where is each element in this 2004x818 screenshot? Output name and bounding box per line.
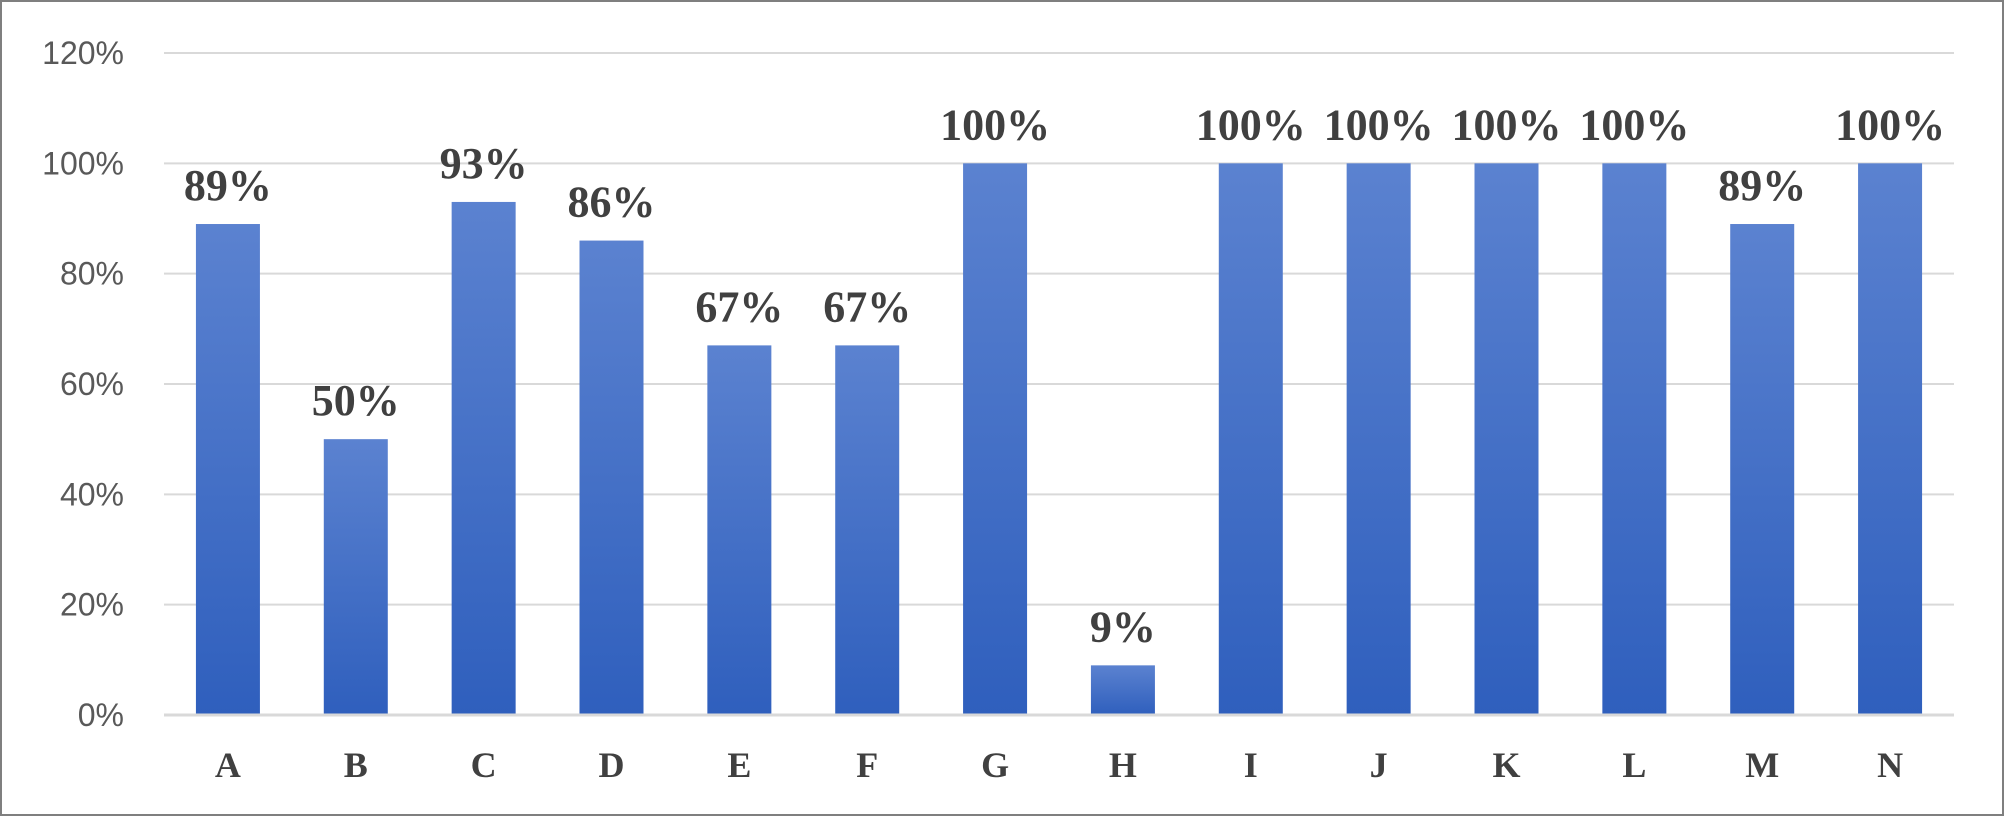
x-category-label-b: B	[344, 745, 368, 785]
x-category-label-k: K	[1492, 745, 1520, 785]
bar-n	[1858, 163, 1923, 716]
y-tick-label: 0%	[78, 697, 124, 733]
bar-i	[1218, 163, 1283, 716]
x-category-label-d: D	[599, 745, 625, 785]
bar-e	[707, 345, 772, 715]
data-label-f: 67%	[823, 282, 911, 331]
data-labels: 89% 50% 93% 86% 67% 67% 100% 9% 100% 100% 100% 100%…	[184, 100, 1945, 651]
x-category-label-n: N	[1877, 745, 1903, 785]
data-label-n: 100%	[1835, 100, 1945, 149]
data-label-b: 50%	[312, 376, 400, 425]
x-category-label-a: A	[215, 745, 241, 785]
bar-b	[323, 439, 388, 715]
bar-c	[451, 201, 516, 715]
data-label-g: 100%	[940, 100, 1050, 149]
data-label-j: 100%	[1324, 100, 1434, 149]
bars	[195, 163, 1923, 716]
data-label-e: 67%	[695, 282, 783, 331]
x-category-label-f: F	[856, 745, 878, 785]
y-tick-label: 40%	[60, 476, 124, 512]
data-label-c: 93%	[440, 139, 528, 188]
y-tick-label: 20%	[60, 587, 124, 623]
bar-k	[1474, 163, 1539, 716]
x-category-label-g: G	[981, 745, 1009, 785]
y-axis-tick-labels: 0% 20% 40% 60% 80% 100% 120%	[42, 35, 124, 733]
bar-l	[1602, 163, 1667, 716]
data-label-h: 9%	[1090, 602, 1156, 651]
data-label-k: 100%	[1452, 100, 1562, 149]
data-label-a: 89%	[184, 161, 272, 210]
x-category-label-e: E	[727, 745, 751, 785]
bar-f	[835, 345, 900, 715]
x-category-label-m: M	[1745, 745, 1779, 785]
x-category-label-c: C	[471, 745, 497, 785]
bar-g	[963, 163, 1028, 716]
data-label-m: 89%	[1718, 161, 1806, 210]
y-tick-label: 60%	[60, 366, 124, 402]
y-tick-label: 80%	[60, 256, 124, 292]
x-category-label-i: I	[1244, 745, 1258, 785]
bar-d	[579, 240, 644, 716]
x-category-label-j: J	[1370, 745, 1388, 785]
x-category-label-h: H	[1109, 745, 1137, 785]
x-axis-category-labels: A B C D E F G H I J K L M N	[215, 745, 1903, 785]
data-label-l: 100%	[1579, 100, 1689, 149]
y-tick-label: 100%	[42, 145, 124, 181]
bar-a	[195, 224, 260, 715]
bar-h	[1090, 665, 1155, 715]
data-label-i: 100%	[1196, 100, 1306, 149]
bar-m	[1730, 224, 1795, 715]
y-tick-label: 120%	[42, 35, 124, 71]
bar-j	[1346, 163, 1411, 716]
data-label-d: 86%	[568, 178, 656, 227]
x-category-label-l: L	[1622, 745, 1646, 785]
